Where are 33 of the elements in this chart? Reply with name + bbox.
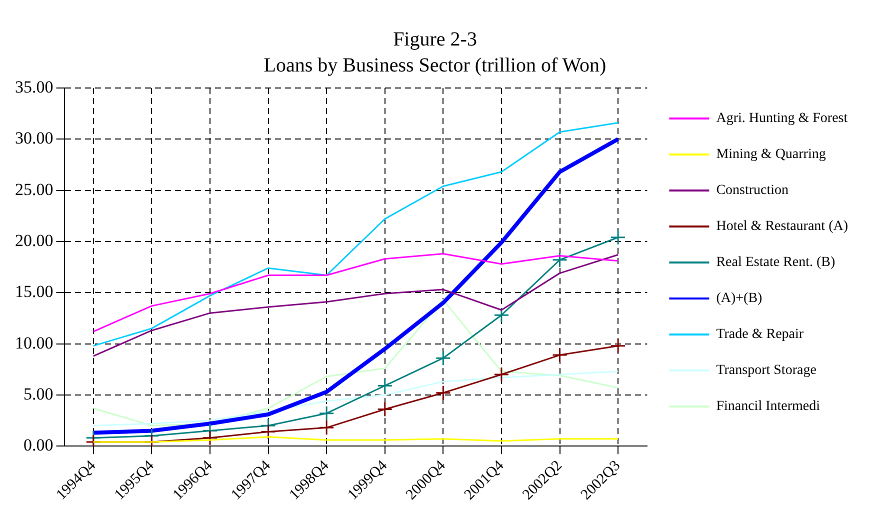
y-tick-label: 15.00 [15, 282, 54, 302]
y-tick-label: 10.00 [15, 333, 54, 352]
legend-label: Trade & Repair [716, 327, 804, 342]
legend-label: Mining & Quarring [716, 147, 826, 162]
legend-label: (A)+(B) [716, 291, 763, 306]
point [610, 338, 626, 354]
legend-label: Construction [716, 183, 789, 198]
point [377, 378, 393, 394]
point [318, 420, 334, 436]
point [494, 307, 510, 323]
y-tick-label: 30.00 [15, 128, 54, 148]
legend-label: Hotel & Restaurant (A) [716, 219, 848, 234]
point [494, 366, 510, 382]
point [552, 252, 568, 268]
y-tick-label: 20.00 [15, 230, 54, 250]
y-tick-label: 5.00 [24, 384, 54, 404]
point [610, 230, 626, 246]
point [377, 402, 393, 418]
point [318, 406, 334, 422]
point [435, 385, 451, 401]
legend-label: Financil Intermedi [716, 399, 820, 414]
legend-label: Agri. Hunting & Forest [716, 111, 848, 126]
y-tick-label: 0.00 [24, 436, 54, 455]
chart-subtitle: Loans by Business Sector (trillion of Won) [264, 54, 606, 76]
legend-label: Real Estate Rent. (B) [716, 255, 836, 270]
chart-title: Figure 2-3 [393, 28, 477, 50]
y-tick-label: 25.00 [15, 180, 54, 199]
point [435, 350, 451, 366]
y-tick-label: 35.00 [15, 77, 54, 96]
legend-label: Transport Storage [716, 363, 816, 378]
point [202, 430, 218, 446]
point [552, 347, 568, 363]
point [260, 424, 276, 440]
